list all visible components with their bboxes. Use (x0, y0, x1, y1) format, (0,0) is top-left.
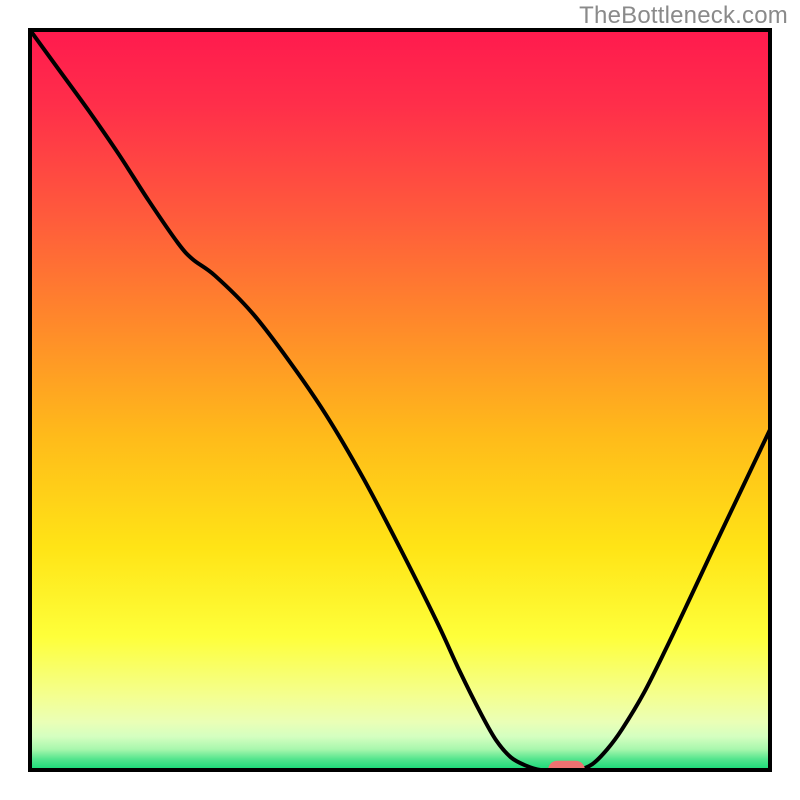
watermark-text: TheBottleneck.com (579, 2, 788, 30)
chart-container: { "watermark": { "text": "TheBottleneck.… (0, 0, 800, 800)
bottleneck-chart (0, 0, 800, 800)
